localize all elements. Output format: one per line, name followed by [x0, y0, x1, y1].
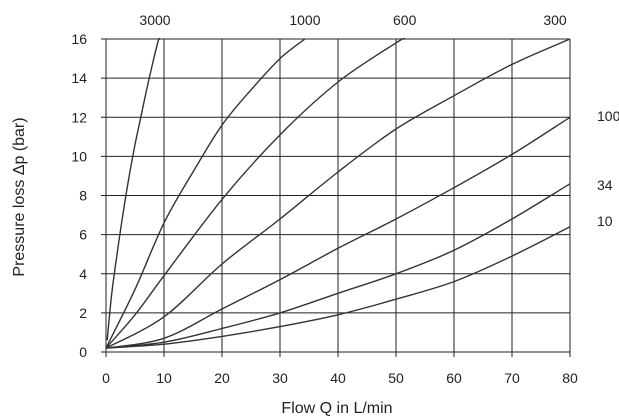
- x-axis-label: Flow Q in L/min: [281, 400, 392, 417]
- series-label-1000: 1000: [289, 12, 320, 28]
- x-tick-label: 50: [388, 370, 404, 386]
- series-labels: 3000 1000 600 300 100 34 10: [139, 12, 619, 229]
- y-tick-label: 8: [79, 188, 87, 204]
- x-tick-label: 60: [446, 370, 462, 386]
- series-label-10: 10: [597, 213, 613, 229]
- series-curve-10: [105, 226, 571, 349]
- y-tick-label: 4: [79, 266, 87, 282]
- series-curve-34: [105, 183, 571, 349]
- y-axis-label: Pressure loss Δp (bar): [11, 117, 28, 276]
- series-curves: [105, 37, 571, 349]
- tick-labels: 0 10 20 30 40 50 60 70 80 0 2 4 6 8 10 12 14 16: [71, 31, 578, 386]
- grid: [101, 38, 571, 357]
- series-curve-300: [105, 38, 571, 349]
- y-tick-label: 0: [79, 344, 87, 360]
- y-tick-label: 14: [71, 70, 87, 86]
- x-tick-label: 10: [156, 370, 172, 386]
- series-label-600: 600: [393, 12, 417, 28]
- x-tick-label: 70: [504, 370, 520, 386]
- series-curve-3000: [106, 37, 161, 341]
- y-tick-label: 10: [71, 148, 87, 164]
- series-curve-600: [105, 37, 406, 349]
- y-tick-label: 12: [71, 109, 87, 125]
- x-tick-label: 80: [562, 370, 578, 386]
- series-label-100: 100: [597, 108, 619, 124]
- x-tick-label: 0: [102, 370, 110, 386]
- y-tick-label: 16: [71, 31, 87, 47]
- series-curve-1000: [105, 38, 306, 349]
- y-tick-label: 6: [79, 227, 87, 243]
- x-tick-label: 40: [330, 370, 346, 386]
- series-label-3000: 3000: [139, 12, 170, 28]
- series-curve-100: [105, 116, 571, 349]
- series-label-34: 34: [597, 177, 613, 193]
- x-tick-label: 30: [272, 370, 288, 386]
- y-tick-label: 2: [79, 305, 87, 321]
- x-tick-label: 20: [214, 370, 230, 386]
- series-label-300: 300: [543, 12, 567, 28]
